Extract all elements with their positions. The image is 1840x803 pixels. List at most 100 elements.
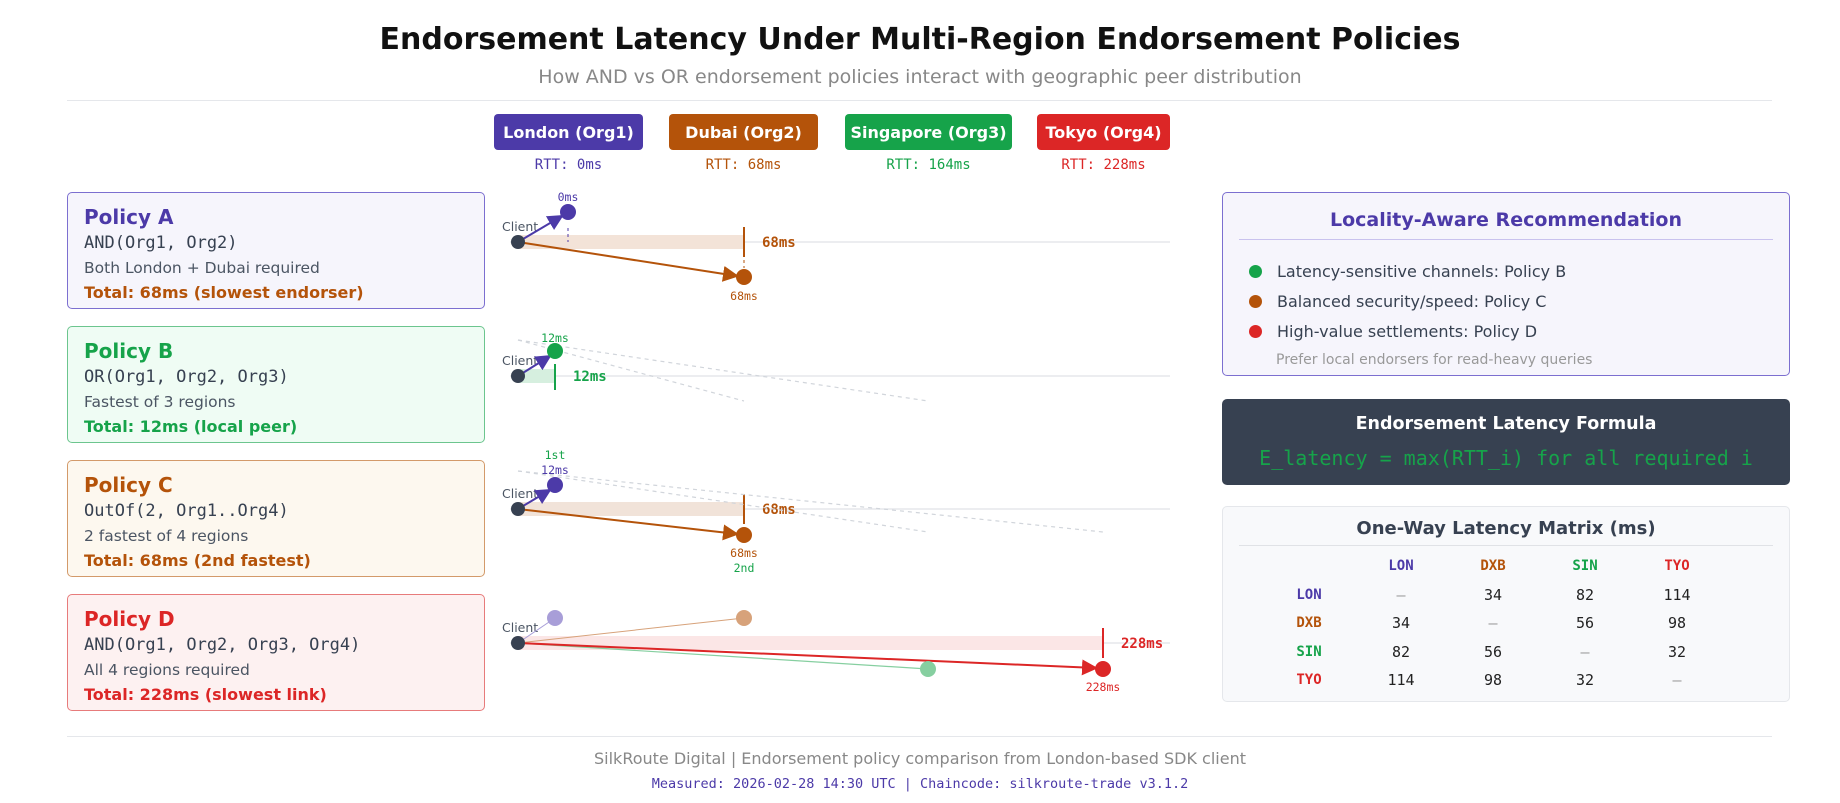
matrix-row-header: DXB [1296, 615, 1322, 632]
second-rank-label: 2nd [734, 561, 755, 575]
matrix-cell: – [1396, 585, 1406, 604]
unused-path [517, 339, 745, 402]
policy-title: Policy B [84, 339, 174, 363]
policy-b-card: Policy B OR(Org1, Org2, Org3) Fastest of… [67, 326, 485, 443]
matrix-col-header: SIN [1572, 558, 1598, 575]
recommendation-text: Balanced security/speed: Policy C [1277, 291, 1547, 311]
rtt-singapore: RTT: 164ms [886, 157, 971, 173]
tokyo-latency-label: 228ms [1086, 680, 1121, 694]
recommendation-title: Locality-Aware Recommendation [1329, 209, 1682, 231]
divider [1239, 239, 1773, 240]
recommendation-text: Latency-sensitive channels: Policy B [1277, 261, 1567, 281]
client-node [511, 636, 525, 650]
region-singapore: Singapore (Org3) [845, 114, 1012, 150]
tokyo-node [1095, 661, 1111, 677]
matrix-header-row: LON DXB SIN TYO [1263, 552, 1723, 581]
latency-result-label: 228ms [1121, 636, 1163, 652]
divider [67, 736, 1772, 737]
matrix-row: LON – 34 82 114 [1263, 581, 1723, 610]
client-label: Client [502, 486, 538, 501]
matrix-cell: 32 [1667, 642, 1687, 661]
footer-text: SilkRoute Digital | Endorsement policy c… [594, 749, 1246, 768]
latency-result-label: 68ms [762, 502, 796, 518]
formula-panel: Endorsement Latency Formula E_latency = … [1222, 399, 1790, 485]
policy-expression: OR(Org1, Org2, Org3) [84, 367, 289, 387]
latency-result-label: 12ms [573, 369, 607, 385]
first-endorser-node [547, 477, 563, 493]
unused-path [517, 470, 929, 533]
matrix-cell: 114 [1387, 671, 1415, 690]
path-dubai [517, 617, 745, 644]
local-peer-node [547, 343, 563, 359]
policy-title: Policy A [84, 205, 174, 229]
policy-total: Total: 68ms (slowest endorser) [84, 283, 364, 302]
policy-a-card: Policy A AND(Org1, Org2) Both London + D… [67, 192, 485, 309]
first-latency-label: 12ms [541, 463, 569, 477]
policy-expression: OutOf(2, Org1..Org4) [84, 501, 289, 521]
second-endorser-node [736, 527, 752, 543]
second-latency-label: 68ms [730, 546, 758, 560]
latency-result-label: 68ms [762, 235, 796, 251]
path-dubai [517, 241, 739, 282]
formula-expression: E_latency = max(RTT_i) for all required … [1259, 446, 1753, 470]
rtt-dubai: RTT: 68ms [705, 157, 782, 173]
latency-band [518, 235, 744, 249]
region-tokyo: Tokyo (Org4) [1037, 114, 1170, 150]
green-dot-icon [1249, 264, 1262, 278]
latency-band [518, 636, 1103, 650]
matrix-cell: 98 [1483, 671, 1503, 690]
matrix-row-header: SIN [1296, 643, 1322, 660]
matrix-cell: 56 [1483, 642, 1503, 661]
path-tokyo [517, 642, 1098, 676]
path-london [517, 214, 564, 243]
policy-title: Policy C [84, 473, 173, 497]
matrix-cell: – [1488, 614, 1498, 633]
matrix-row-header: LON [1296, 586, 1322, 603]
dubai-node [736, 610, 752, 626]
matrix-row: SIN 82 56 – 32 [1263, 638, 1723, 667]
recommendation-item: High-value settlements: Policy D [1249, 316, 1789, 346]
path-second [517, 508, 739, 541]
matrix-cell: 114 [1663, 585, 1691, 604]
policy-description: 2 fastest of 4 regions [84, 527, 249, 545]
rtt-tokyo: RTT: 228ms [1061, 157, 1146, 173]
latency-matrix: LON DXB SIN TYO LON – 34 82 114 DXB 34 – 56 98 SIN 82 56… [1263, 552, 1723, 695]
policy-expression: AND(Org1, Org2) [84, 233, 238, 253]
footer-meta: Measured: 2026-02-28 14:30 UTC | Chainco… [651, 776, 1189, 792]
matrix-cell: 34 [1483, 585, 1503, 604]
singapore-node [920, 661, 936, 677]
formula-title: Endorsement Latency Formula [1355, 414, 1657, 434]
client-label: Client [502, 353, 538, 368]
policy-description: All 4 regions required [84, 661, 250, 679]
dubai-node [736, 269, 752, 285]
matrix-cell: 32 [1575, 671, 1595, 690]
matrix-corner [1263, 552, 1355, 581]
rtt-london: RTT: 0ms [534, 157, 603, 173]
orange-dot-icon [1249, 294, 1262, 308]
policy-d-card: Policy D AND(Org1, Org2, Org3, Org4) All… [67, 594, 485, 711]
matrix-cell: 34 [1391, 614, 1411, 633]
divider [1239, 545, 1773, 546]
recommendation-text: High-value settlements: Policy D [1277, 321, 1538, 341]
matrix-row: TYO 114 98 32 – [1263, 666, 1723, 695]
policy-description: Fastest of 3 regions [84, 393, 236, 411]
london-node [547, 610, 563, 626]
divider [67, 100, 1772, 101]
unused-path [517, 339, 929, 402]
dubai-latency-label: 68ms [730, 289, 758, 303]
matrix-cell: 82 [1575, 585, 1595, 604]
policy-title: Policy D [84, 607, 175, 631]
matrix-col-header: DXB [1480, 558, 1506, 575]
matrix-title: One-Way Latency Matrix (ms) [1356, 518, 1656, 539]
latency-band [518, 369, 555, 383]
policy-total: Total: 12ms (local peer) [84, 417, 298, 436]
latency-matrix-panel: One-Way Latency Matrix (ms) LON DXB SIN TYO… [1222, 506, 1790, 702]
region-london: London (Org1) [494, 114, 643, 150]
matrix-cell: – [1580, 642, 1590, 661]
recommendation-item: Balanced security/speed: Policy C [1249, 286, 1789, 316]
latency-band [518, 502, 744, 516]
local-peer-latency-label: 12ms [541, 331, 569, 345]
path-singapore [517, 642, 929, 670]
london-node [560, 204, 576, 220]
